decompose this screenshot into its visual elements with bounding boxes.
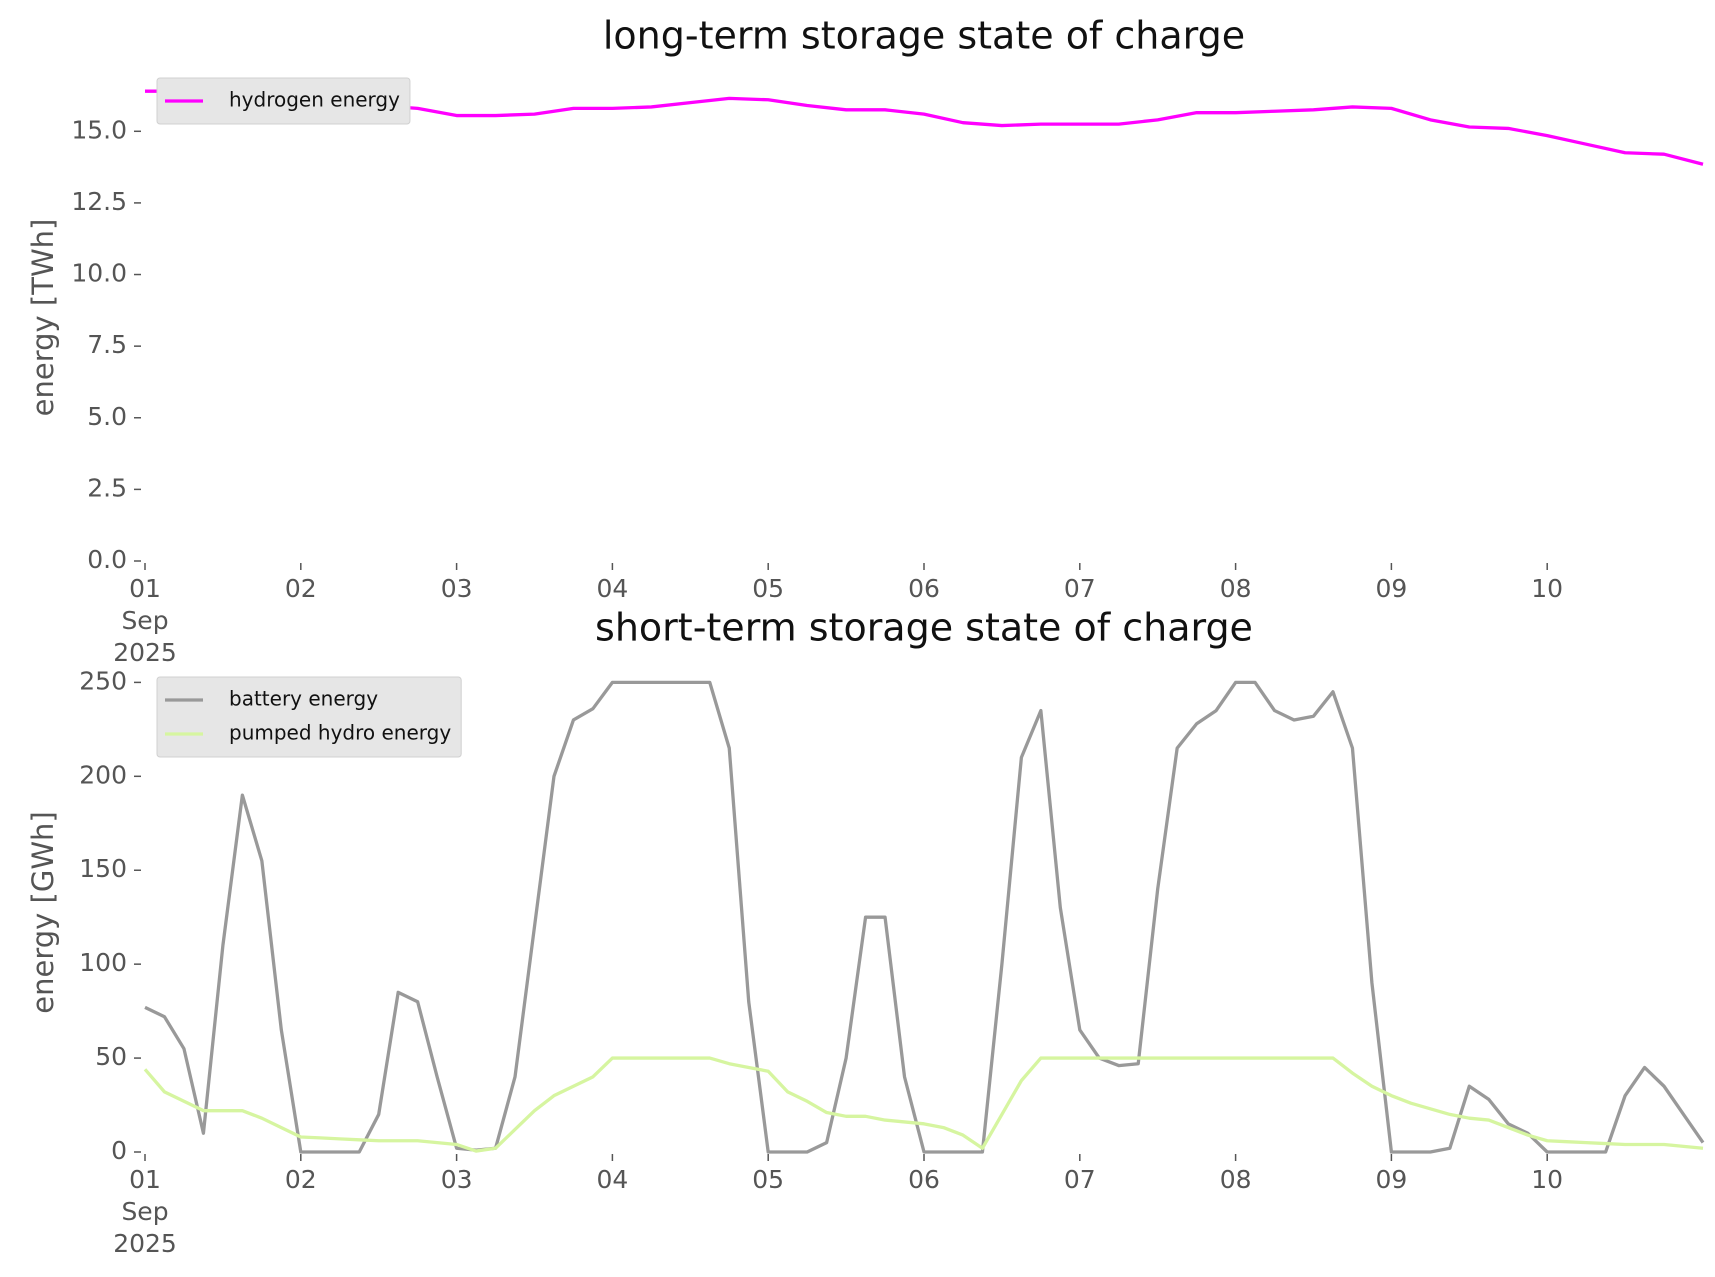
x-tick-label: 01 Sep 2025	[113, 1165, 177, 1258]
y-tick-label: 15.0	[71, 115, 127, 144]
y-tick-label: 5.0	[87, 402, 127, 431]
x-tick-label: 04	[596, 1165, 628, 1194]
x-tick-label: 01 Sep 2025	[113, 574, 177, 667]
y-tick-label: 250	[79, 666, 127, 695]
x-tick-label: 04	[596, 574, 628, 603]
y-axis-label: energy [GWh]	[26, 811, 60, 1013]
y-tick-label: 150	[79, 854, 127, 883]
y-tick-label: 0.0	[87, 545, 127, 574]
legend-label: pumped hydro energy	[229, 721, 451, 745]
x-tick-label: 10	[1531, 1165, 1563, 1194]
y-tick-label: 10.0	[71, 259, 127, 288]
series-line	[144, 680, 1705, 1154]
legend-box	[156, 77, 411, 125]
y-tick-label: 0	[111, 1136, 127, 1165]
x-tick-label: 06	[908, 1165, 940, 1194]
y-tick-label: 2.5	[87, 473, 127, 502]
x-tick-label: 09	[1375, 1165, 1407, 1194]
x-tick-label: 02	[285, 1165, 317, 1194]
y-tick-label: 100	[79, 948, 127, 977]
x-tick-label: 09	[1375, 574, 1407, 603]
y-tick-label: 200	[79, 760, 127, 789]
x-tick-label: 08	[1220, 1165, 1252, 1194]
x-tick-label: 10	[1531, 574, 1563, 603]
chart-title: long-term storage state of charge	[603, 14, 1245, 58]
y-tick-label: 12.5	[71, 187, 127, 216]
x-tick-label: 07	[1064, 1165, 1096, 1194]
x-tick-label: 03	[441, 1165, 473, 1194]
x-tick-label: 05	[752, 574, 784, 603]
legend-label: battery energy	[229, 687, 378, 711]
chart-title: short-term storage state of charge	[595, 606, 1253, 650]
series-line	[143, 1056, 1704, 1153]
y-tick-label: 7.5	[87, 330, 127, 359]
y-tick-label: 50	[95, 1042, 127, 1071]
x-tick-label: 07	[1064, 574, 1096, 603]
x-tick-label: 03	[441, 574, 473, 603]
y-axis-label: energy [TWh]	[26, 219, 60, 417]
x-tick-label: 08	[1220, 574, 1252, 603]
x-tick-label: 05	[752, 1165, 784, 1194]
legend-box	[156, 676, 462, 758]
legend-label: hydrogen energy	[229, 88, 400, 112]
x-tick-label: 06	[908, 574, 940, 603]
x-tick-label: 02	[285, 574, 317, 603]
